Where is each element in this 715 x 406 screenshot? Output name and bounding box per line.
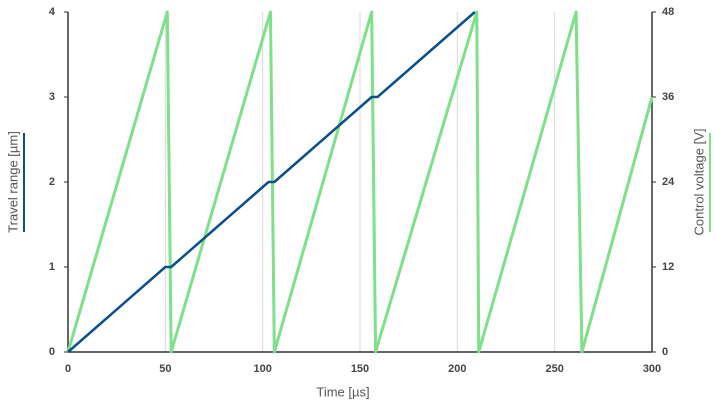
y-tick-label: 2 bbox=[49, 176, 55, 188]
y-tick-label: 3 bbox=[49, 91, 55, 103]
y2-tick-label: 48 bbox=[662, 6, 674, 18]
y2-tick-label: 36 bbox=[662, 91, 674, 103]
y2-tick-label: 24 bbox=[662, 176, 675, 188]
x-tick-label: 0 bbox=[65, 363, 71, 375]
y-tick-label: 0 bbox=[49, 346, 55, 358]
x-axis-title: Time [µs] bbox=[316, 384, 369, 399]
x-tick-label: 150 bbox=[351, 363, 369, 375]
x-tick-label: 50 bbox=[159, 363, 171, 375]
y-tick-label: 1 bbox=[49, 261, 55, 273]
y2-tick-label: 12 bbox=[662, 261, 674, 273]
x-tick-label: 250 bbox=[545, 363, 563, 375]
series-line bbox=[67, 11, 476, 353]
y-tick-label: 4 bbox=[49, 6, 56, 18]
y-axis-title: Travel range [µm] bbox=[5, 131, 20, 233]
x-tick-label: 200 bbox=[448, 363, 466, 375]
series-line bbox=[66, 10, 654, 354]
y2-axis-title: Control voltage [V] bbox=[691, 129, 706, 236]
y2-tick-label: 0 bbox=[662, 346, 668, 358]
x-tick-label: 100 bbox=[253, 363, 271, 375]
x-tick-label: 300 bbox=[643, 363, 661, 375]
